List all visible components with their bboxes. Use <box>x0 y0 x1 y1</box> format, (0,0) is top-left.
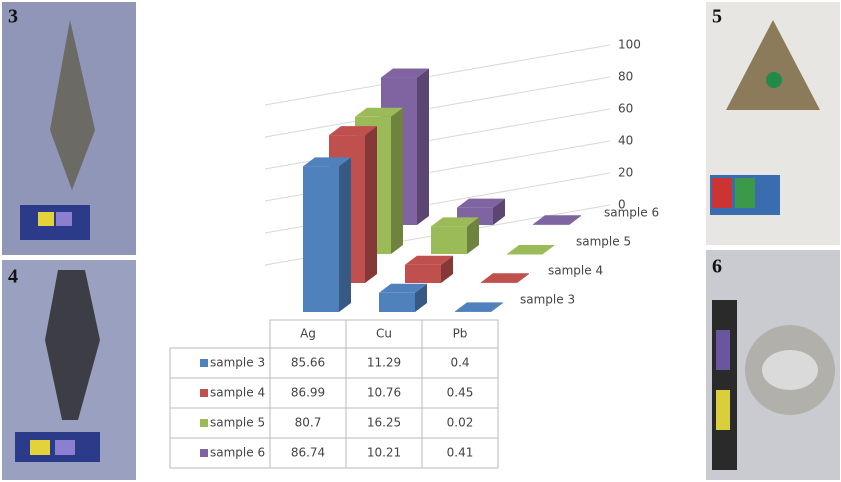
legend-swatch <box>200 419 208 427</box>
legend-swatch <box>200 389 208 397</box>
column-header: Pb <box>453 327 468 341</box>
photo-label: 6 <box>712 256 722 278</box>
bar-front <box>303 166 339 312</box>
table-value: 0.4 <box>450 356 469 370</box>
depth-label: sample 6 <box>604 206 659 220</box>
chart: 0 20 40 60 80 100 sample 3 sample 4 sample 5 samp… <box>169 38 659 469</box>
bar-top <box>481 273 529 283</box>
grid-line <box>264 76 611 138</box>
bar <box>405 255 453 283</box>
bar-top <box>303 157 351 167</box>
bar-side <box>493 198 505 225</box>
legend-swatch <box>200 359 208 367</box>
depth-label: sample 4 <box>548 264 603 278</box>
bar-side <box>517 273 529 283</box>
legend-swatch <box>200 449 208 457</box>
table-value: 86.74 <box>291 446 325 460</box>
bar-side <box>391 107 403 254</box>
column-header: Ag <box>300 327 316 341</box>
bar-front <box>379 292 415 312</box>
bar-top <box>455 302 503 312</box>
depth-label: sample 5 <box>576 235 631 249</box>
depth-label: sample 3 <box>520 293 575 307</box>
table-value: 16.25 <box>367 416 401 430</box>
bar <box>507 244 555 255</box>
bar-front <box>405 264 441 283</box>
bar <box>379 283 427 312</box>
bar-front <box>507 253 543 255</box>
y-tick-label: 0 <box>618 198 626 212</box>
table-cell <box>421 437 499 469</box>
bar-side <box>467 217 479 254</box>
bar-top <box>379 283 427 293</box>
y-tick-label: 100 <box>618 38 641 52</box>
photo-6: 6 <box>706 250 840 480</box>
bar-side <box>415 283 427 312</box>
table-value: 80.7 <box>295 416 322 430</box>
table-value: 11.29 <box>367 356 401 370</box>
bar-front <box>533 224 569 225</box>
table-value: 0.41 <box>447 446 474 460</box>
y-tick-label: 80 <box>618 70 633 84</box>
bar-top <box>355 107 403 117</box>
bar-side <box>365 126 377 283</box>
table-value: 0.02 <box>447 416 474 430</box>
bar-top <box>533 215 581 225</box>
bar <box>303 157 351 312</box>
bar-side <box>339 157 351 312</box>
bar-front <box>431 226 467 254</box>
bar-top <box>431 217 479 227</box>
bar-top <box>507 244 555 254</box>
y-tick-label: 60 <box>618 102 633 116</box>
legend-label: sample 6 <box>210 446 265 460</box>
photo-label: 3 <box>8 6 18 28</box>
bar <box>533 215 581 225</box>
table-value: 0.45 <box>447 386 474 400</box>
photo-4: 4 <box>2 260 136 480</box>
bar-top <box>457 198 505 208</box>
bar-top <box>405 255 453 265</box>
y-tick-label: 20 <box>618 166 633 180</box>
bar-front <box>481 282 517 283</box>
table-value: 10.76 <box>367 386 401 400</box>
legend-label: sample 4 <box>210 386 265 400</box>
bar-front <box>455 311 491 312</box>
table-value: 10.21 <box>367 446 401 460</box>
table-value: 86.99 <box>291 386 325 400</box>
bar-side <box>441 255 453 283</box>
bar-side <box>569 215 581 225</box>
legend-label: sample 5 <box>210 416 265 430</box>
legend-label: sample 3 <box>210 356 265 370</box>
bar <box>431 217 479 254</box>
photo-3: 3 <box>2 2 136 255</box>
photo-label: 4 <box>8 266 18 288</box>
bar-side <box>543 244 555 254</box>
bar <box>481 273 529 283</box>
bar-side <box>417 68 429 226</box>
column-header: Cu <box>376 327 392 341</box>
bar <box>455 302 503 312</box>
grid-line <box>264 44 611 106</box>
bar-side <box>491 302 503 312</box>
table-value: 85.66 <box>291 356 325 370</box>
bar <box>457 198 505 225</box>
y-tick-label: 40 <box>618 134 633 148</box>
photo-label: 5 <box>712 6 722 28</box>
bar-top <box>329 126 377 136</box>
photo-5: 5 <box>706 2 840 245</box>
bar-top <box>381 68 429 78</box>
